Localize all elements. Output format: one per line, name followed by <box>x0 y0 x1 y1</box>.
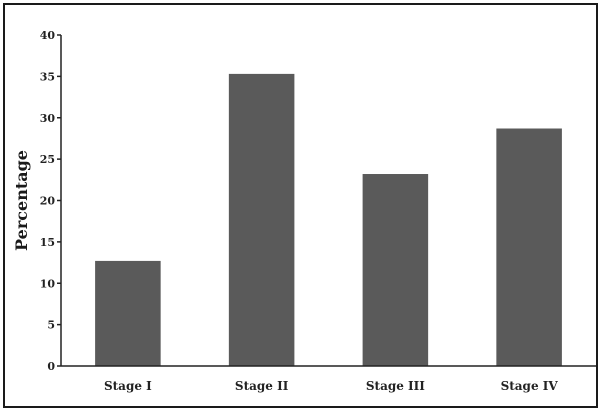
x-tick-label: Stage III <box>366 379 425 393</box>
bar-chart: 0 5 10 15 20 25 30 35 40 Stage I Stage II Stage II… <box>12 29 596 393</box>
y-tick-label: 5 <box>47 319 55 332</box>
bar-stage-i <box>95 260 161 366</box>
y-tick-label: 25 <box>40 153 55 166</box>
x-tick-labels: Stage I Stage II Stage III Stage IV <box>104 379 558 393</box>
bars <box>95 73 562 366</box>
y-tick-label: 0 <box>47 360 55 373</box>
x-tick-label: Stage IV <box>501 379 559 393</box>
bar-stage-iv <box>496 128 562 366</box>
y-tick-label: 35 <box>40 70 55 83</box>
bar-stage-ii <box>228 73 295 366</box>
y-tick-label: 20 <box>40 195 56 208</box>
x-tick-label: Stage I <box>104 379 152 393</box>
y-tick-label: 10 <box>40 277 56 290</box>
y-ticks: 0 5 10 15 20 25 30 35 40 <box>40 29 61 373</box>
y-tick-label: 30 <box>40 112 56 125</box>
y-tick-label: 40 <box>40 29 56 42</box>
y-axis-title: Percentage <box>12 150 31 251</box>
chart-frame: 0 5 10 15 20 25 30 35 40 Stage I Stage II Stage II… <box>3 3 598 408</box>
y-tick-label: 15 <box>40 236 55 249</box>
x-tick-label: Stage II <box>235 379 289 393</box>
bar-stage-iii <box>362 174 429 366</box>
